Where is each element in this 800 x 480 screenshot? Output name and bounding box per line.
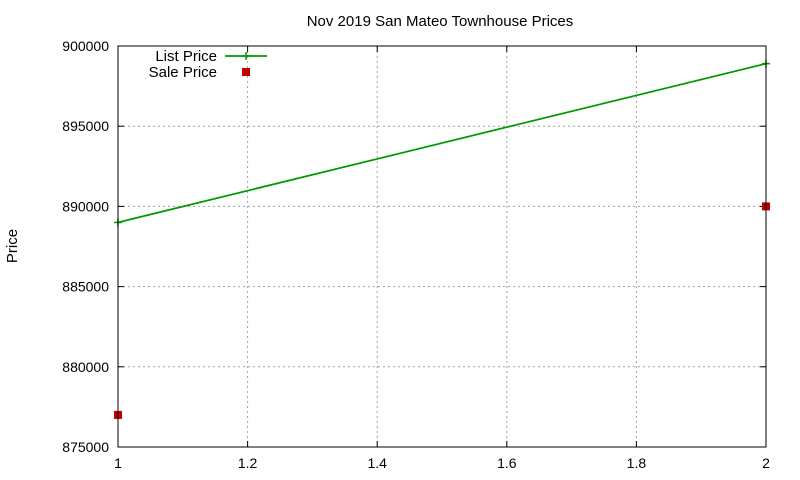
y-tick-label: 875000 [62, 439, 109, 455]
x-tick-label: 1.2 [238, 455, 258, 471]
y-tick-label: 900000 [62, 38, 109, 54]
x-tick-label: 1.4 [367, 455, 387, 471]
grid [118, 46, 766, 447]
legend-label: Sale Price [149, 64, 217, 81]
y-tick-label: 885000 [62, 279, 109, 295]
legend-swatch-marker [242, 52, 250, 60]
legend-label: List Price [155, 48, 217, 65]
plot-marks [114, 59, 770, 419]
series-line-list-price [117, 62, 767, 224]
y-axis-label: Price [4, 229, 21, 263]
plot-border [117, 45, 767, 448]
x-tick-label: 1 [114, 455, 122, 471]
y-tick-label: 880000 [62, 359, 109, 375]
y-tick-label: 890000 [62, 198, 109, 214]
x-tick-label: 1.6 [497, 455, 517, 471]
axis-ticks: 1 1.2 1.4 1.6 1.8 2 875000 880000 885000 890000 89… [62, 38, 770, 471]
chart-title: Nov 2019 San Mateo Townhouse Prices [307, 13, 574, 30]
legend-swatch-marker [242, 68, 250, 76]
y-tick-label: 895000 [62, 118, 109, 134]
x-tick-label: 2 [762, 455, 770, 471]
x-tick-label: 1.8 [627, 455, 647, 471]
